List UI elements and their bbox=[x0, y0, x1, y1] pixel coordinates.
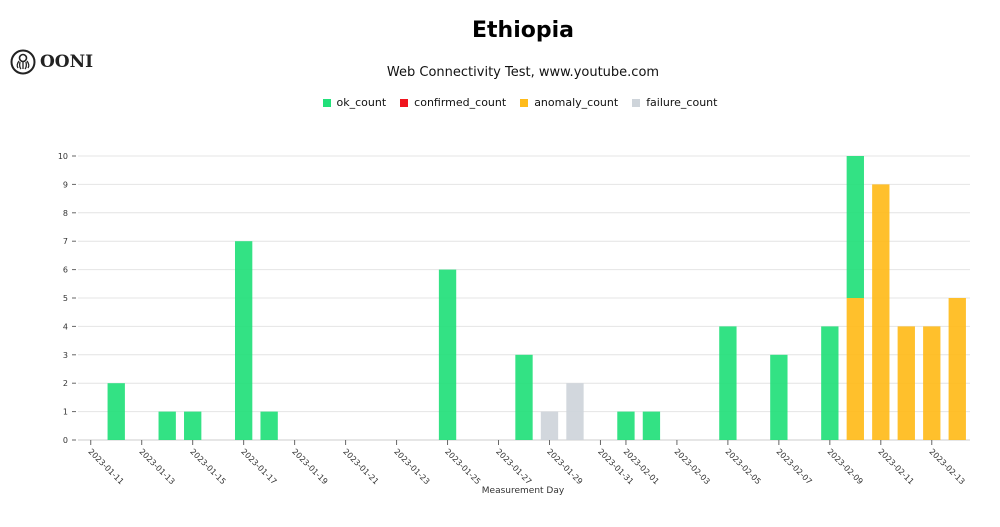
bar-anomaly_count-2023-02-14 bbox=[948, 298, 966, 440]
legend: ok_count confirmed_count anomaly_count fail… bbox=[0, 96, 1000, 109]
bar-ok_count-2023-01-28 bbox=[515, 354, 533, 440]
bar-anomaly_count-2023-02-12 bbox=[897, 326, 915, 440]
legend-item-confirmed_count[interactable]: confirmed_count bbox=[400, 96, 506, 109]
ooni-logo: OONI bbox=[10, 49, 93, 75]
x-tick-label: 2023-01-13 bbox=[137, 447, 176, 486]
x-tick-label: 2023-01-11 bbox=[86, 447, 125, 486]
x-tick-label: 2023-01-15 bbox=[188, 447, 227, 486]
bar-anomaly_count-2023-02-13 bbox=[923, 326, 941, 440]
bar-anomaly_count-2023-02-11 bbox=[872, 184, 890, 440]
x-tick-label: 2023-01-19 bbox=[290, 447, 329, 486]
legend-item-anomaly_count[interactable]: anomaly_count bbox=[520, 96, 618, 109]
bar-ok_count-2023-02-02 bbox=[642, 411, 661, 440]
y-tick-label: 1 bbox=[63, 408, 68, 417]
bar-anomaly_count-2023-02-10 bbox=[846, 298, 864, 440]
y-tick-label: 2 bbox=[63, 379, 68, 388]
bar-ok_count-2023-02-05 bbox=[719, 326, 737, 440]
x-tick-label: 2023-01-21 bbox=[341, 447, 380, 486]
bar-ok_count-2023-02-09 bbox=[821, 326, 839, 440]
legend-swatch bbox=[632, 98, 641, 107]
legend-label: anomaly_count bbox=[534, 96, 619, 109]
logo-text: OONI bbox=[40, 52, 94, 72]
legend-swatch bbox=[520, 98, 529, 107]
x-axis-label: Measurement Day bbox=[482, 486, 565, 496]
x-tick-label: 2023-01-29 bbox=[545, 447, 584, 486]
x-tick-label: 2023-01-17 bbox=[239, 447, 278, 486]
y-tick-label: 6 bbox=[63, 266, 68, 275]
x-tick-label: 2023-01-25 bbox=[443, 447, 482, 486]
y-tick-label: 3 bbox=[63, 351, 68, 360]
x-tick-label: 2023-01-23 bbox=[392, 447, 431, 486]
legend-swatch bbox=[400, 98, 409, 107]
x-tick-label: 2023-02-11 bbox=[876, 447, 915, 486]
bar-ok_count-2023-01-15 bbox=[184, 411, 202, 440]
bar-ok_count-2023-01-17 bbox=[234, 241, 253, 440]
y-tick-label: 4 bbox=[63, 322, 68, 331]
chart-subtitle: Web Connectivity Test, www.youtube.com bbox=[386, 65, 660, 80]
legend-swatch bbox=[322, 98, 331, 107]
bar-ok_count-2023-01-12 bbox=[107, 383, 125, 440]
y-tick-label: 0 bbox=[63, 436, 68, 445]
x-tick-label: 2023-01-27 bbox=[494, 447, 533, 486]
y-tick-label: 9 bbox=[63, 180, 68, 189]
legend-label: failure_count bbox=[646, 96, 718, 109]
bar-ok_count-2023-02-07 bbox=[770, 354, 788, 440]
legend-item-failure_count[interactable]: failure_count bbox=[632, 96, 717, 109]
y-tick-label: 5 bbox=[63, 294, 68, 303]
x-tick-label: 2023-02-07 bbox=[774, 447, 813, 486]
bar-ok_count-2023-02-01 bbox=[617, 411, 635, 440]
bar-ok_count-2023-02-10 bbox=[846, 156, 864, 298]
bar-ok_count-2023-01-14 bbox=[158, 411, 176, 440]
bar-ok_count-2023-01-18 bbox=[260, 411, 278, 440]
chart-title: Ethiopia bbox=[472, 18, 574, 43]
y-tick-label: 8 bbox=[63, 209, 68, 218]
bar-failure_count-2023-01-30 bbox=[566, 383, 584, 440]
octopus-icon bbox=[10, 49, 36, 75]
bar-failure_count-2023-01-29 bbox=[540, 411, 559, 440]
y-tick-label: 7 bbox=[63, 237, 68, 246]
legend-label: ok_count bbox=[336, 96, 387, 109]
x-tick-label: 2023-02-03 bbox=[673, 447, 712, 486]
x-tick-label: 2023-02-13 bbox=[927, 447, 966, 486]
x-tick-label: 2023-02-05 bbox=[723, 447, 762, 486]
legend-label: confirmed_count bbox=[414, 96, 507, 109]
bar-ok_count-2023-01-25 bbox=[438, 269, 457, 440]
x-tick-label: 2023-02-09 bbox=[825, 447, 864, 486]
legend-item-ok_count[interactable]: ok_count bbox=[322, 96, 387, 109]
y-tick-label: 10 bbox=[58, 152, 68, 161]
